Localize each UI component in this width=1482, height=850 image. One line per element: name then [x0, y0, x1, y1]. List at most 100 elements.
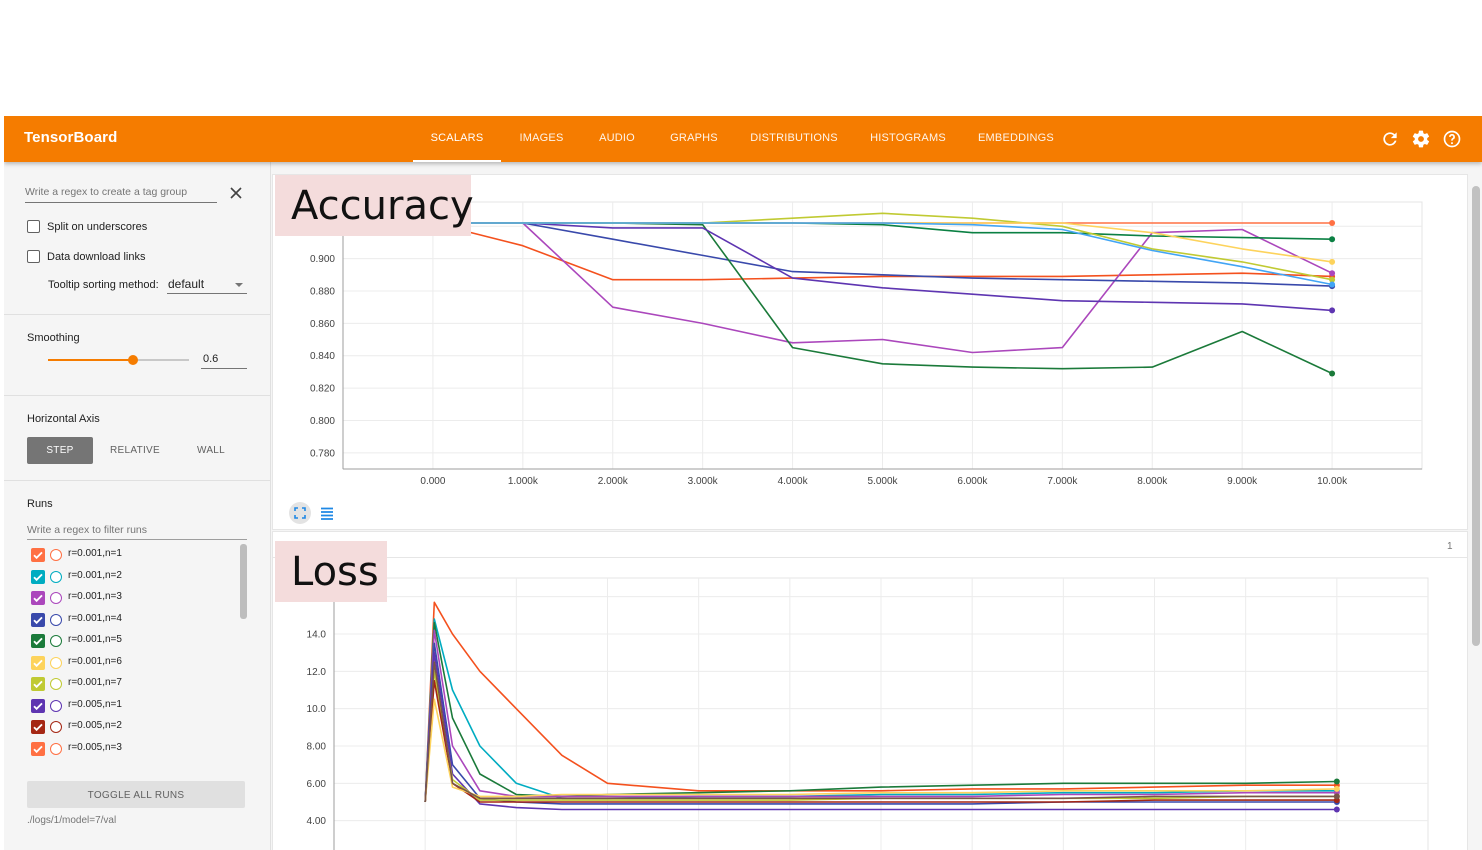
run-checkbox[interactable] — [31, 548, 45, 562]
series-endpoint — [1329, 270, 1336, 277]
run-solo-radio[interactable] — [50, 570, 62, 583]
smoothing-value-input[interactable]: 0.6 — [201, 351, 247, 369]
run-checkbox[interactable] — [31, 741, 45, 756]
run-checkbox[interactable] — [31, 677, 45, 691]
expand-chart-button[interactable] — [289, 502, 311, 524]
run-checkbox[interactable] — [31, 720, 45, 734]
run-item[interactable]: r=0.001,n=1 — [31, 545, 231, 565]
y-tick-label: 12.0 — [307, 667, 327, 678]
series-line — [424, 661, 1337, 803]
series-endpoint — [1333, 778, 1340, 785]
x-tick-label: 10.00k — [1317, 476, 1348, 487]
axis-step-button[interactable]: STEP — [27, 437, 93, 464]
run-solo-radio[interactable] — [50, 656, 62, 669]
axis-step-label: STEP — [46, 445, 74, 456]
y-tick-label: 0.840 — [310, 351, 335, 362]
run-checkbox[interactable] — [31, 634, 45, 648]
run-solo-radio[interactable] — [50, 549, 62, 561]
run-item[interactable]: r=0.001,n=2 — [31, 567, 231, 587]
x-tick-label: 8.000k — [1137, 476, 1168, 487]
check-icon — [33, 702, 43, 710]
run-item[interactable]: r=0.005,n=1 — [31, 696, 231, 716]
split-underscores-checkbox[interactable] — [27, 220, 40, 233]
close-icon[interactable] — [229, 186, 243, 200]
run-checkbox[interactable] — [31, 569, 45, 584]
run-item[interactable]: r=0.001,n=4 — [31, 610, 231, 630]
y-tick-label: 14.0 — [307, 630, 327, 641]
loss-chart: 16.014.012.010.08.006.004.00 — [307, 577, 1429, 850]
run-solo-radio[interactable] — [50, 721, 62, 733]
data-table-icon[interactable] — [320, 507, 334, 520]
check-icon — [33, 594, 43, 603]
run-item[interactable]: r=0.001,n=5 — [31, 631, 231, 651]
tab-histograms[interactable]: HISTOGRAMS — [870, 132, 946, 144]
run-checkbox[interactable] — [31, 612, 45, 627]
run-item[interactable]: r=0.005,n=3 — [31, 739, 231, 759]
refresh-icon[interactable] — [1380, 129, 1400, 149]
tab-graphs[interactable]: GRAPHS — [670, 132, 718, 144]
horizontal-axis-section: Horizontal Axis STEP RELATIVE WALL — [4, 396, 271, 481]
tab-embeddings[interactable]: EMBEDDINGS — [978, 132, 1054, 144]
y-tick-label: 0.780 — [310, 448, 335, 459]
series-line — [424, 601, 1337, 803]
toggle-all-runs-button[interactable]: TOGGLE ALL RUNS — [27, 781, 245, 808]
tag-group-section: Write a regex to create a tag group Spli… — [4, 162, 271, 315]
series-endpoint — [1329, 220, 1336, 227]
run-solo-radio[interactable] — [50, 613, 62, 626]
run-checkbox[interactable] — [31, 591, 45, 605]
check-icon — [33, 680, 43, 689]
run-list-scrollbar[interactable] — [240, 544, 247, 619]
data-download-checkbox[interactable] — [27, 250, 40, 263]
tab-scalars[interactable]: SCALARS — [430, 132, 484, 144]
y-tick-label: 0.880 — [310, 287, 335, 298]
settings-icon[interactable] — [1411, 129, 1431, 149]
x-tick-label: 3.000k — [688, 476, 719, 487]
tag-regex-input[interactable]: Write a regex to create a tag group — [25, 186, 217, 203]
logdir-path: ./logs/1/model=7/val — [27, 815, 117, 826]
axis-relative-label: RELATIVE — [109, 445, 160, 456]
run-item[interactable]: r=0.005,n=2 — [31, 717, 231, 737]
tab-audio[interactable]: AUDIO — [599, 132, 635, 144]
run-item[interactable]: r=0.001,n=6 — [31, 653, 231, 673]
axis-relative-button[interactable]: RELATIVE — [99, 437, 171, 464]
check-icon — [33, 659, 43, 667]
run-item[interactable]: r=0.005,n=4 — [31, 760, 231, 763]
check-icon — [33, 616, 43, 624]
run-solo-radio[interactable] — [50, 699, 62, 712]
runs-section: Runs Write a regex to filter runs r=0.00… — [4, 481, 271, 850]
run-checkbox[interactable] — [31, 698, 45, 713]
tab-distributions[interactable]: DISTRIBUTIONS — [750, 132, 838, 144]
x-tick-label: 6.000k — [957, 476, 988, 487]
smoothing-label: Smoothing — [27, 332, 80, 344]
smoothing-slider-knob[interactable] — [127, 355, 138, 365]
run-solo-radio[interactable] — [50, 678, 62, 690]
series-line — [424, 651, 1337, 811]
check-icon — [33, 573, 43, 581]
run-item[interactable]: r=0.001,n=7 — [31, 674, 231, 694]
check-icon — [33, 723, 43, 732]
series-line — [424, 622, 1337, 803]
loss-card: 16.014.012.010.08.006.004.00 — [272, 557, 1468, 850]
tooltip-sorting-value: default — [168, 277, 205, 291]
run-solo-radio[interactable] — [50, 635, 62, 647]
runs-filter-input[interactable]: Write a regex to filter runs — [27, 524, 247, 540]
tooltip-sorting-dropdown[interactable]: default — [167, 276, 247, 294]
page-scrollbar[interactable] — [1472, 186, 1480, 646]
smoothing-slider[interactable] — [48, 355, 189, 365]
axis-wall-button[interactable]: WALL — [176, 437, 246, 464]
x-tick-label: 2.000k — [598, 476, 629, 487]
loss-title: Loss — [275, 541, 387, 602]
run-solo-radio[interactable] — [50, 742, 62, 755]
sidebar: Write a regex to create a tag group Spli… — [4, 162, 271, 850]
run-solo-radio[interactable] — [50, 592, 62, 604]
help-icon[interactable] — [1442, 129, 1462, 149]
run-checkbox[interactable] — [31, 655, 45, 670]
check-icon — [33, 551, 43, 560]
x-tick-label: 7.000k — [1047, 476, 1078, 487]
series-endpoint — [1329, 236, 1336, 243]
run-item[interactable]: r=0.001,n=3 — [31, 588, 231, 608]
smoothing-slider-fill — [48, 359, 133, 361]
axis-wall-label: WALL — [196, 445, 226, 456]
tab-images[interactable]: IMAGES — [519, 132, 564, 144]
x-tick-label: 9.000k — [1227, 476, 1258, 487]
